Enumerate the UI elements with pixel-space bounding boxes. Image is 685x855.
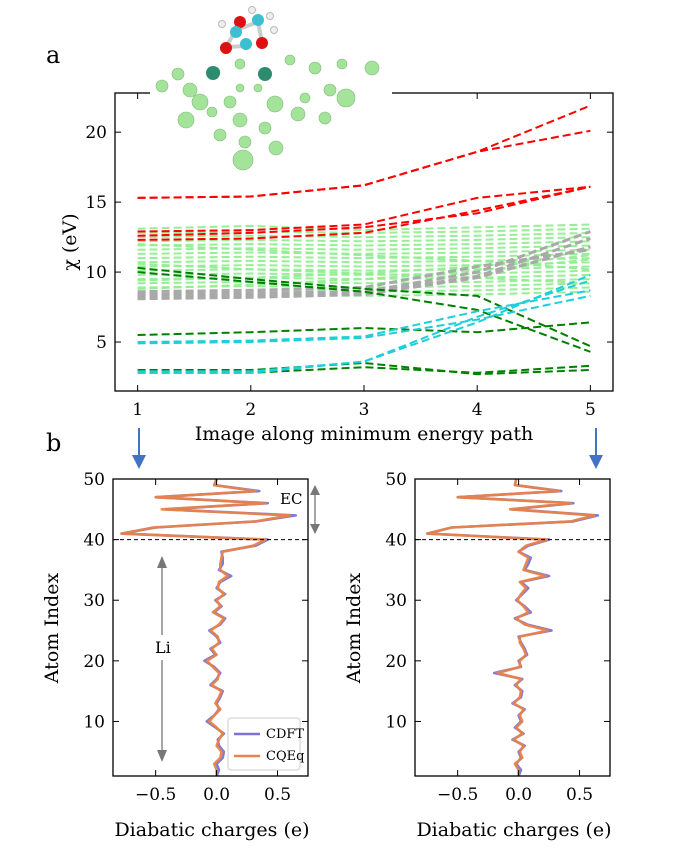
x-tick-label-left-1: 0.0	[203, 785, 230, 805]
x-tick-label-a-2: 3	[359, 400, 370, 420]
series-line-li-38	[137, 258, 591, 290]
chart-a-ticks: 1 2 3 4 5 5 10 15 20	[85, 93, 613, 420]
y-tick-label-a-3: 20	[85, 123, 107, 143]
x-tick-label-right-1: 0.0	[505, 785, 532, 805]
x-tick-label-a-4: 5	[585, 400, 596, 420]
x-tick-label-a-1: 2	[245, 400, 256, 420]
series-line-li-31	[137, 278, 591, 285]
series-line-li-19	[137, 227, 591, 234]
chart-b-right: −0.5 0.0 0.5 10 20 30 40 50 Diabatic charges (e…	[343, 470, 612, 841]
chart-b-right-ticks: −0.5 0.0 0.5 10 20 30 40 50	[385, 470, 610, 805]
y-tick-label-a-0: 5	[96, 333, 107, 353]
series-line-o-4	[137, 185, 591, 241]
y-tick-label-right-3: 40	[385, 531, 407, 551]
series-line-o-2	[137, 185, 591, 233]
series-line-h-11	[137, 289, 591, 343]
series-line-li-24	[137, 248, 591, 255]
chart-b-right-ylabel: Atom Index	[343, 573, 365, 685]
series-line-li-20	[137, 231, 591, 239]
y-tick-label-left-2: 30	[83, 591, 105, 611]
molecule-cluster-illustration	[150, 6, 392, 173]
li-annotation: Li	[155, 556, 171, 762]
chart-a: 1 2 3 4 5 5 10 15 20 Image along minimum energy …	[59, 6, 614, 445]
series-line-cqeq-right	[425, 479, 596, 776]
series-line-li-36	[137, 262, 591, 285]
chart-b-right-series	[425, 479, 600, 776]
series-line-li-18	[137, 223, 591, 232]
panel-label-a: a	[46, 41, 60, 69]
panel-label-b: b	[46, 429, 61, 457]
series-line-li-29	[137, 269, 591, 276]
y-tick-label-a-2: 15	[85, 193, 107, 213]
series-line-li-25	[137, 252, 591, 260]
x-tick-label-a-3: 4	[472, 400, 483, 420]
arrow-head-image-1	[132, 455, 146, 469]
chart-a-xlabel: Image along minimum energy path	[195, 423, 533, 445]
series-line-o-3	[137, 185, 591, 237]
y-tick-label-right-2: 30	[385, 591, 407, 611]
series-line-o-1	[137, 104, 591, 199]
series-line-h-13	[137, 279, 591, 374]
x-tick-label-left-2: 0.5	[264, 785, 291, 805]
x-tick-label-right-0: −0.5	[437, 785, 478, 805]
legend-label-cqeq: CQEq	[266, 749, 304, 764]
chart-b-left-ticks: −0.5 0.0 0.5 10 20 30 40 50	[83, 470, 308, 805]
chart-b-left: −0.5 0.0 0.5 10 20 30 40 50 Diabatic charges (e…	[41, 470, 320, 841]
chart-b-right-frame	[414, 478, 611, 777]
y-tick-label-right-1: 20	[385, 652, 407, 672]
y-tick-label-left-0: 10	[83, 712, 105, 732]
arrow-head-image-5	[589, 455, 603, 469]
legend: CDFT CQEq	[227, 717, 304, 771]
y-tick-label-left-4: 50	[83, 470, 105, 490]
series-line-c-8	[137, 361, 591, 376]
series-line-c-5	[137, 321, 591, 336]
y-tick-label-left-3: 40	[83, 531, 105, 551]
x-tick-label-left-0: −0.5	[135, 785, 176, 805]
series-line-li_surface-16	[137, 245, 591, 301]
chart-b-left-series	[120, 479, 298, 776]
series-line-c-7	[137, 271, 591, 353]
series-line-li-22	[137, 240, 591, 247]
y-tick-label-a-1: 10	[85, 263, 107, 283]
y-tick-label-left-1: 20	[83, 652, 105, 672]
x-tick-label-right-2: 0.5	[566, 785, 593, 805]
x-tick-label-a-0: 1	[132, 400, 143, 420]
series-line-h-12	[137, 273, 591, 373]
chart-b-left-ylabel: Atom Index	[41, 573, 63, 685]
ec-label: EC	[280, 490, 302, 508]
chart-a-series	[137, 104, 591, 376]
chart-b-left-frame	[112, 478, 309, 777]
series-line-li_surface-17	[137, 248, 591, 294]
y-tick-label-right-0: 10	[385, 712, 407, 732]
chart-a-ylabel: χ (eV)	[59, 213, 81, 270]
series-line-h-10	[137, 294, 591, 345]
series-line-c-6	[137, 266, 591, 348]
series-line-li-23	[137, 244, 591, 251]
series-line-li-21	[137, 236, 591, 243]
chart-b-left-xlabel: Diabatic charges (e)	[114, 819, 309, 841]
chart-b-right-xlabel: Diabatic charges (e)	[416, 819, 611, 841]
series-line-cqeq-left	[120, 479, 292, 776]
legend-label-cdft: CDFT	[266, 727, 304, 742]
y-tick-label-right-4: 50	[385, 470, 407, 490]
series-line-li_surface-14	[137, 230, 591, 296]
li-label: Li	[155, 638, 171, 657]
ec-annotation: EC	[280, 485, 320, 534]
